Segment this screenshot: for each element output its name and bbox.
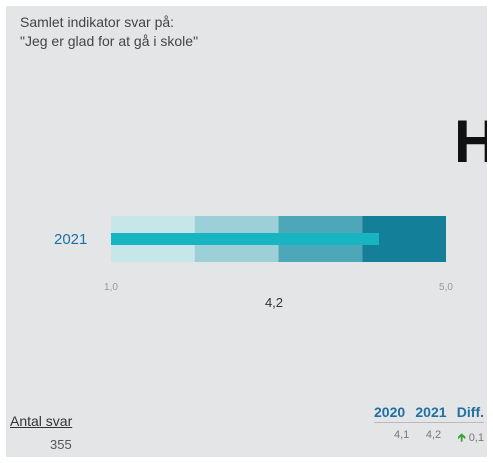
header-2020: 2020 [374,404,406,420]
category-labels: 2021 [54,231,87,248]
header-diff: Diff. [456,404,484,420]
tick-label-0: 1,0 [104,282,118,293]
header-2021: 2021 [415,404,447,420]
chart-title-line-1: Samlet indikator svar på: [20,14,175,30]
tick-labels: 1,0 5,0 [104,282,453,293]
up-arrow-icon: 🡱 [457,432,466,444]
comparison-values: 4,1 4,2 🡱 0,1 [374,429,484,448]
comparison-table: 2020 2021 Diff. 4,1 4,2 🡱 0,1 [374,404,484,448]
bullet-chart: 2021 1,0 5,0 4,2 [54,216,453,310]
value-bars [111,233,379,245]
value-diff: 🡱 0,1 [458,429,484,448]
corner-letter: H [454,108,487,175]
response-count-value: 355 [50,437,72,452]
response-count-label: Antal svar [10,413,73,429]
chart-title-line-2: "Jeg er glad for at gå i skole" [20,33,199,49]
value-labels: 4,2 [265,295,283,310]
diff-number: 0,1 [468,432,484,444]
value-2020: 4,1 [394,429,410,441]
category-label-2021: 2021 [54,231,87,248]
tick-label-1: 5,0 [439,282,453,293]
value-2021: 4,2 [425,429,442,441]
comparison-header: 2020 2021 Diff. [374,404,484,423]
value-label-2021: 4,2 [265,295,283,310]
chart-panel: Samlet indikator svar på: "Jeg er glad f… [6,6,487,457]
value-bar-2021 [111,233,379,245]
